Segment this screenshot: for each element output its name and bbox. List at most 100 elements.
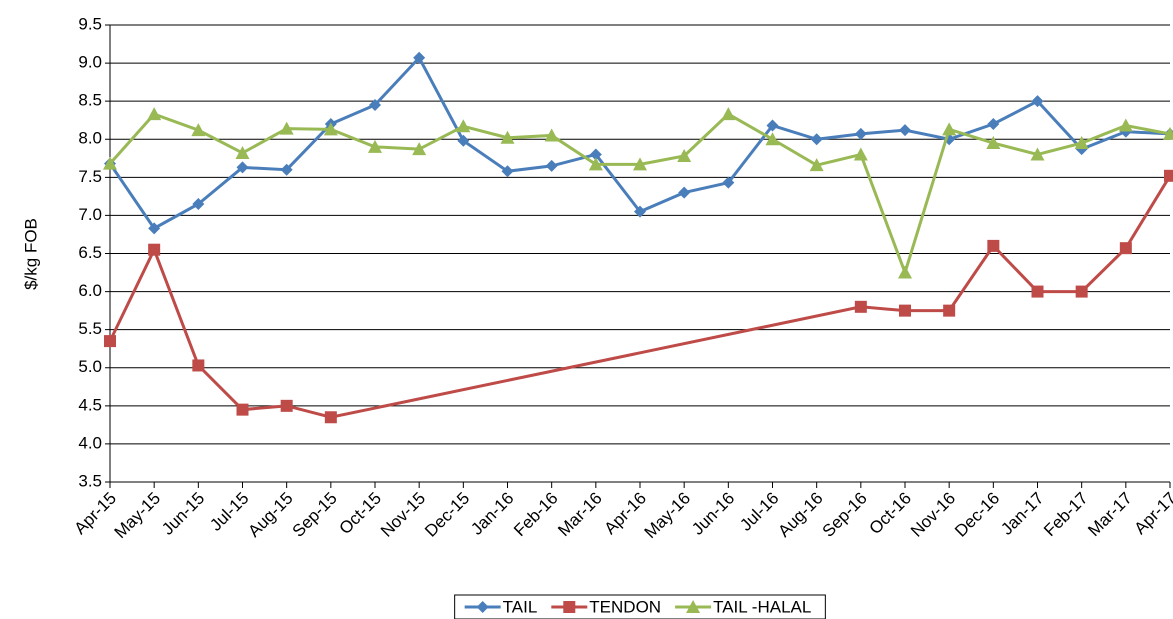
marker	[236, 403, 249, 416]
x-tick-label: Feb-17	[1040, 489, 1092, 541]
y-tick-label: 5.0	[78, 357, 102, 376]
marker	[854, 300, 867, 313]
marker	[104, 335, 116, 348]
marker	[412, 142, 427, 156]
legend-item: TAIL -HALAL	[675, 597, 811, 616]
marker	[899, 304, 911, 317]
x-tick-label: Nov-16	[907, 489, 959, 541]
marker	[987, 118, 1000, 131]
marker	[476, 601, 489, 613]
x-tick-label: Oct-15	[335, 489, 385, 539]
y-tick-label: 4.5	[78, 395, 102, 414]
series-line	[108, 55, 1171, 231]
x-tick-label: Jan-16	[467, 489, 517, 539]
marker	[279, 121, 294, 135]
marker	[987, 239, 1000, 252]
x-tick-label: Feb-16	[510, 489, 562, 541]
marker	[810, 133, 823, 146]
marker	[1075, 285, 1088, 298]
marker	[766, 119, 779, 132]
y-axis-label: $/kg FOB	[21, 218, 40, 290]
marker	[854, 127, 867, 140]
marker	[368, 139, 382, 153]
x-tick-label: Jun-16	[688, 489, 738, 539]
x-tick-label: Nov-15	[377, 489, 429, 541]
marker	[1118, 118, 1133, 132]
x-tick-label: Mar-16	[554, 489, 606, 541]
marker	[192, 197, 205, 210]
y-tick-label: 8.5	[78, 91, 102, 110]
legend-label: TAIL -HALAL	[713, 597, 811, 616]
marker	[1031, 95, 1044, 108]
marker	[1031, 285, 1044, 298]
x-tick-label: Aug-16	[774, 489, 826, 541]
marker	[148, 222, 161, 235]
legend-item: TAIL	[464, 597, 537, 616]
marker	[677, 149, 692, 163]
x-tick-label: May-15	[111, 489, 165, 543]
x-tick-label: Dec-16	[951, 489, 1003, 541]
marker	[898, 265, 912, 279]
marker	[634, 205, 646, 218]
y-tick-label: 7.5	[78, 167, 102, 186]
legend-label: TENDON	[589, 597, 661, 616]
marker	[147, 107, 162, 121]
marker	[280, 163, 293, 176]
series-line	[108, 175, 1172, 419]
y-tick-label: 6.5	[78, 243, 102, 262]
marker	[192, 359, 205, 372]
x-tick-label: Apr-17	[1130, 489, 1173, 539]
y-tick-label: 9.5	[78, 14, 102, 33]
marker	[1074, 136, 1089, 150]
marker	[588, 157, 603, 171]
x-tick-label: Oct-16	[865, 489, 915, 539]
marker	[324, 411, 337, 424]
marker	[633, 157, 647, 171]
marker	[500, 130, 515, 144]
y-tick-label: 8.0	[78, 129, 102, 148]
marker	[942, 122, 957, 136]
legend-item: TENDON	[551, 597, 661, 616]
marker	[899, 124, 911, 137]
y-tick-label: 5.5	[78, 319, 102, 338]
x-tick-label: Dec-15	[421, 489, 473, 541]
y-tick-label: 4.0	[78, 433, 102, 452]
marker	[457, 134, 470, 147]
marker	[1119, 242, 1132, 255]
marker	[765, 132, 780, 146]
marker	[589, 148, 602, 161]
legend-box	[454, 594, 826, 619]
marker	[236, 161, 249, 174]
y-tick-label: 7.0	[78, 205, 102, 224]
marker	[501, 165, 514, 178]
marker	[545, 159, 558, 172]
x-tick-label: Jun-15	[158, 489, 208, 539]
marker	[721, 107, 736, 121]
y-tick-label: 6.0	[78, 281, 102, 300]
marker	[280, 399, 293, 412]
marker	[1030, 147, 1045, 161]
x-tick-label: Sep-15	[289, 489, 341, 541]
marker	[148, 243, 161, 256]
marker	[1164, 169, 1173, 182]
x-tick-label: Mar-17	[1084, 489, 1136, 541]
marker	[563, 601, 576, 613]
marker	[678, 186, 691, 199]
x-tick-label: May-16	[641, 489, 695, 543]
x-tick-label: Aug-15	[244, 489, 296, 541]
series-line	[108, 112, 1171, 278]
marker	[369, 98, 381, 111]
x-tick-label: Sep-16	[819, 489, 871, 541]
marker	[191, 123, 206, 137]
legend: TAIL TENDON TAIL -HALAL	[454, 594, 826, 619]
marker	[986, 136, 1001, 150]
marker	[456, 119, 471, 133]
marker	[323, 122, 338, 136]
marker	[943, 304, 956, 317]
marker	[413, 51, 426, 64]
marker	[722, 176, 735, 189]
y-tick-label: 9.0	[78, 53, 102, 72]
marker	[1163, 126, 1173, 140]
marker	[103, 156, 117, 170]
